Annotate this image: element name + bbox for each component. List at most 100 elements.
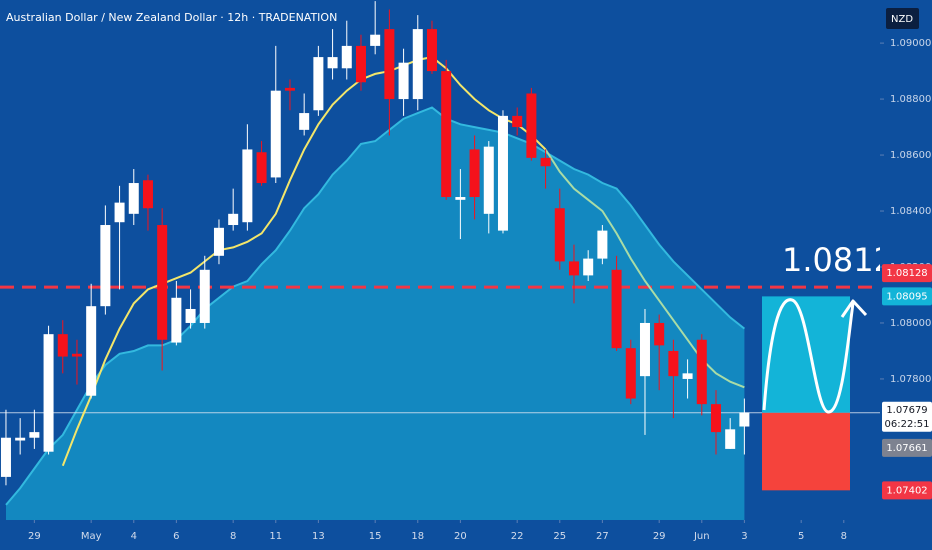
x-tick-label: 29 xyxy=(28,531,41,542)
x-tick-label: 5 xyxy=(798,531,804,542)
x-tick-label: 18 xyxy=(411,531,424,542)
candle-body xyxy=(142,180,153,209)
lines-layer xyxy=(61,56,745,467)
candle-body xyxy=(497,115,508,231)
candle-body xyxy=(739,412,750,427)
price-label-box xyxy=(882,264,932,283)
candle-body xyxy=(199,269,210,323)
candle-body xyxy=(43,334,54,452)
candle-body xyxy=(299,113,310,130)
candle-body xyxy=(384,29,395,100)
x-tick-label: 15 xyxy=(369,531,382,542)
candle-body xyxy=(654,322,665,346)
x-tick-label: 29 xyxy=(653,531,666,542)
price-label: 1.07679 xyxy=(886,405,927,416)
candle-body xyxy=(71,353,82,357)
price-label-box xyxy=(882,481,932,500)
forecast-arrow xyxy=(840,299,868,318)
candle-body xyxy=(341,45,352,69)
y-tick-label: 1.08800 xyxy=(890,94,931,105)
x-tick-label: 20 xyxy=(454,531,467,542)
moving-average xyxy=(61,56,547,467)
x-tick-label: 8 xyxy=(841,531,847,542)
y-tick-label: 1.08600 xyxy=(890,150,931,161)
x-tick-label: 3 xyxy=(741,531,747,542)
candle-body xyxy=(114,202,125,223)
x-tick-label: 25 xyxy=(553,531,566,542)
candle-body xyxy=(313,57,324,111)
price-label-box xyxy=(882,287,932,306)
annotation: 1.0812 xyxy=(782,241,894,279)
x-tick-label: May xyxy=(81,531,102,542)
candle-body xyxy=(284,87,295,91)
x-tick-label: 4 xyxy=(131,531,137,542)
candle-body xyxy=(157,225,168,340)
profit-zone xyxy=(762,296,850,413)
moving-average xyxy=(544,148,745,389)
y-tick-label: 1.08400 xyxy=(890,206,931,217)
candle-body xyxy=(327,57,338,69)
currency: NZD xyxy=(891,14,913,25)
candle-body xyxy=(355,45,366,83)
candle-body xyxy=(469,149,480,198)
candles-layer xyxy=(0,1,750,486)
average-area-edge xyxy=(5,106,746,506)
candle-body xyxy=(668,350,679,377)
candle-body xyxy=(270,90,281,178)
candle-body xyxy=(426,29,437,72)
x-tick-label: 27 xyxy=(596,531,609,542)
y-tick-label: 1.08000 xyxy=(890,318,931,329)
chart-title: Australian Dollar / New Zealand Dollar ·… xyxy=(6,11,337,24)
price-label: 1.07661 xyxy=(886,443,927,454)
candle-body xyxy=(682,373,693,379)
candle-body xyxy=(86,306,97,396)
forecast-curve xyxy=(762,298,855,414)
candle-body xyxy=(455,197,466,200)
x-tick-label: 13 xyxy=(312,531,325,542)
candle-body xyxy=(568,261,579,276)
candle-body xyxy=(725,429,736,449)
price-label: 1.07402 xyxy=(886,485,927,496)
candle-body xyxy=(256,152,267,184)
candle-body xyxy=(625,348,636,399)
candle-body xyxy=(228,213,239,226)
candle-body xyxy=(213,227,224,256)
candle-body xyxy=(540,157,551,167)
candle-body xyxy=(171,297,182,343)
candle-body xyxy=(441,71,452,198)
y-tick-label: 1.09000 xyxy=(890,38,931,49)
candle-body xyxy=(597,230,608,259)
drawing-layer xyxy=(762,296,850,491)
candle-body xyxy=(185,308,196,323)
levels-layer xyxy=(0,285,880,414)
candle-body xyxy=(639,322,650,377)
x-tick-label: 11 xyxy=(269,531,282,542)
candle-body xyxy=(0,437,11,477)
candle-body xyxy=(710,404,721,433)
candle-body xyxy=(370,34,381,46)
x-tick-label: 8 xyxy=(230,531,236,542)
candle-body xyxy=(57,334,68,357)
candle-body xyxy=(29,432,40,438)
candle-body xyxy=(242,149,253,223)
candle-body xyxy=(128,183,139,214)
candle-body xyxy=(483,146,494,214)
axis-layer: 1.078001.080001.082001.084001.086001.088… xyxy=(28,0,932,550)
candle-body xyxy=(526,93,537,158)
candle-body xyxy=(100,225,111,307)
candle-body xyxy=(398,62,409,100)
candle-body xyxy=(554,208,565,262)
y-tick-label: 1.07800 xyxy=(890,374,931,385)
candle-body xyxy=(583,258,594,276)
x-tick-label: 6 xyxy=(173,531,179,542)
candle-body xyxy=(696,339,707,405)
candle-body xyxy=(611,269,622,349)
price-label: 1.08095 xyxy=(886,291,927,302)
currency-badge xyxy=(886,8,919,29)
price-label-box xyxy=(882,438,932,457)
x-tick-label: 22 xyxy=(511,531,524,542)
loss-zone xyxy=(762,412,850,491)
candle-body xyxy=(512,115,523,128)
countdown: 06:22:51 xyxy=(885,419,930,430)
